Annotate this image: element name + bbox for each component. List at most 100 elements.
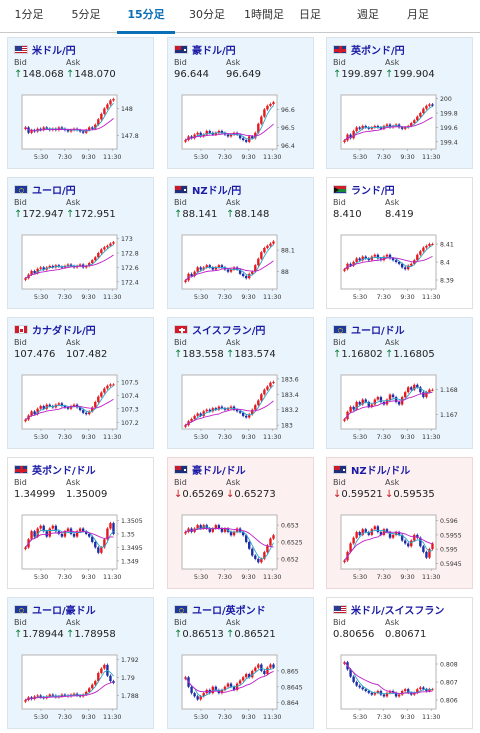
candle-body <box>106 528 109 540</box>
candle-body <box>388 124 392 128</box>
candle-body <box>66 264 70 266</box>
tab-3[interactable]: 15分足 <box>117 0 175 34</box>
pair-name-link[interactable]: 英ポンド/ドル <box>32 465 96 477</box>
chart-container[interactable]: 183.6 183.4 183.2 183 5:30 7:30 9:30 11:30 <box>174 369 309 448</box>
candle-body <box>376 691 380 693</box>
x-tick-label: 7:30 <box>218 433 232 441</box>
chart-container[interactable]: 148 147.8 5:30 7:30 9:30 11:30 <box>14 89 149 168</box>
candle-body <box>193 415 196 419</box>
candle-body <box>431 244 434 245</box>
tab-7[interactable]: 週足 <box>357 8 379 21</box>
candle-body <box>45 127 48 129</box>
candle-body <box>24 547 27 550</box>
rate-card[interactable]: NZドル/円 Bid Ask ↑88.141 ↑88.148 88.1 88 5:30 7:30… <box>167 177 314 309</box>
tab-6[interactable]: 日足 <box>299 8 321 21</box>
candle-body <box>251 548 254 556</box>
rate-card[interactable]: NZドル/ドル Bid Ask ↓0.59521 ↓0.59535 0.596 0.5955… <box>326 457 473 589</box>
ask-price: ↑148.070 <box>66 69 116 80</box>
rate-card[interactable]: 米ドル/円 Bid Ask ↑148.068 ↑148.070 148 147.8 5:30 7… <box>7 37 154 169</box>
chart-container[interactable]: 0.865 0.8645 0.864 5:30 7:30 9:30 11:30 <box>174 649 309 728</box>
rate-card[interactable]: ユーロ/ドル Bid Ask ↑1.16802 ↑1.16805 1.168 1.167 5:… <box>326 317 473 449</box>
chart-container[interactable]: 96.6 96.5 96.4 5:30 7:30 9:30 11:30 <box>174 89 309 168</box>
candle-body <box>364 529 367 533</box>
pair-name-link[interactable]: スイスフラン/円 <box>192 325 266 337</box>
candle-body <box>63 694 67 696</box>
candle-body <box>349 669 352 677</box>
candle-body <box>229 406 233 409</box>
tab-1[interactable]: 1分足 <box>14 8 44 21</box>
pair-name-link[interactable]: NZドル/ドル <box>351 465 411 477</box>
rate-card[interactable]: 英ポンド/円 Bid Ask ↑199.897 ↑199.904 200 199.8 199.… <box>326 37 473 169</box>
chart-container[interactable]: 1.792 1.79 1.788 5:30 7:30 9:30 11:30 <box>14 649 149 728</box>
bid-value: 183.558 <box>182 349 224 360</box>
rate-card[interactable]: 米ドル/スイスフラン Bid Ask 0.80656 0.80671 0.808 0.807… <box>326 597 473 729</box>
price-chart: 8.41 8.4 8.39 5:30 7:30 9:30 11:30 <box>340 234 454 301</box>
pair-name-link[interactable]: ランド/円 <box>351 185 395 197</box>
pair-name-link[interactable]: ユーロ/英ポンド <box>192 605 266 617</box>
arrow-up-icon: ↑ <box>333 69 342 80</box>
bid-label: Bid <box>174 478 187 487</box>
candle-body <box>106 245 109 248</box>
y-tick-label: 183.4 <box>281 392 299 399</box>
rate-card[interactable]: 豪ドル/ドル Bid Ask ↓0.65269 ↓0.65273 0.653 0.6525 0… <box>167 457 314 589</box>
candle-body <box>100 249 103 253</box>
x-tick-label: 9:30 <box>81 153 95 161</box>
pair-name-link[interactable]: ユーロ/豪ドル <box>32 605 96 617</box>
bid-value: 107.476 <box>14 349 56 360</box>
y-tick-label: 1.168 <box>440 387 458 394</box>
chart-container[interactable]: 0.808 0.807 0.806 5:30 7:30 9:30 11:30 <box>333 649 468 728</box>
candle-body <box>410 540 413 547</box>
x-tick-label: 5:30 <box>194 293 208 301</box>
x-tick-label: 11:30 <box>422 713 440 721</box>
rate-card[interactable]: 英ポンド/ドル Bid Ask 1.34999 1.35009 1.3505 1.35 1.3… <box>7 457 154 589</box>
candle-body <box>388 254 392 259</box>
chart-container[interactable]: 200 199.8 199.6 199.4 5:30 7:30 9:30 11:30 <box>333 89 468 168</box>
y-tick-label: 147.8 <box>121 133 139 140</box>
chart-container[interactable]: 88.1 88 5:30 7:30 9:30 11:30 <box>174 229 309 308</box>
rate-card[interactable]: ユーロ/豪ドル Bid Ask ↑1.78944 ↑1.78958 1.792 1.79 1.… <box>7 597 154 729</box>
ask-value: 107.482 <box>66 349 108 360</box>
candle-body <box>60 403 64 407</box>
ask-value: 148.070 <box>74 69 116 80</box>
y-tick-label: 107.4 <box>121 393 139 400</box>
pair-name-link[interactable]: NZドル/円 <box>192 185 242 197</box>
rate-card[interactable]: カナダドル/円 Bid Ask 107.476 107.482 107.5 107.4 107… <box>7 317 154 449</box>
chart-container[interactable]: 107.5 107.4 107.3 107.2 5:30 7:30 9:30 11:30 <box>14 369 149 448</box>
chart-container[interactable]: 173 172.8 172.6 172.4 5:30 7:30 9:30 11:30 <box>14 229 149 308</box>
pair-name-link[interactable]: 米ドル/円 <box>32 45 76 57</box>
pair-name-link[interactable]: ユーロ/円 <box>32 185 76 197</box>
candle-body <box>51 525 55 529</box>
rate-card[interactable]: 豪ドル/円 Bid Ask 96.644 96.649 96.6 96.5 96.4 5:30 7… <box>167 37 314 169</box>
chart-container[interactable]: 0.653 0.6525 0.652 5:30 7:30 9:30 11:30 <box>174 509 309 588</box>
pair-name-link[interactable]: カナダドル/円 <box>32 325 96 337</box>
tab-5[interactable]: 1時間足 <box>244 8 284 21</box>
candle-body <box>63 531 67 537</box>
y-tick-label: 148 <box>121 106 133 113</box>
chart-container[interactable]: 1.168 1.167 5:30 7:30 9:30 11:30 <box>333 369 468 448</box>
chart-container[interactable]: 8.41 8.4 8.39 5:30 7:30 9:30 11:30 <box>333 229 468 308</box>
tab-2[interactable]: 5分足 <box>71 8 101 21</box>
rate-card[interactable]: ランド/円 Bid Ask 8.410 8.419 8.41 8.4 8.39 5:30 7:30… <box>326 177 473 309</box>
tab-4[interactable]: 30分足 <box>189 8 225 21</box>
chart-container[interactable]: 1.3505 1.35 1.3495 1.349 5:30 7:30 9:30 11:30 <box>14 509 149 588</box>
candle-body <box>266 545 269 553</box>
pair-name-link[interactable]: 英ポンド/円 <box>351 45 405 57</box>
chart-container[interactable]: 0.596 0.5955 0.595 0.5945 5:30 7:30 9:30 11:30 <box>333 509 468 588</box>
candle-body <box>373 254 377 257</box>
candle-body <box>226 683 230 687</box>
y-tick-label: 183.6 <box>281 376 299 383</box>
bid-value: 0.59521 <box>341 489 383 500</box>
tab-8[interactable]: 月足 <box>407 8 429 21</box>
candle-body <box>24 700 27 702</box>
pair-name-link[interactable]: 豪ドル/円 <box>192 45 236 57</box>
pair-name-link[interactable]: 米ドル/スイスフラン <box>351 605 445 617</box>
price-chart: 1.792 1.79 1.788 5:30 7:30 9:30 11:30 <box>21 654 139 721</box>
rate-card[interactable]: ユーロ/円 Bid Ask ↑172.947 ↑172.951 173 172.8 172.6… <box>7 177 154 309</box>
ma-long-line <box>344 531 433 561</box>
rate-card[interactable]: ユーロ/英ポンド Bid Ask ↑0.86513 ↑0.86521 0.865 0.864… <box>167 597 314 729</box>
candle-body <box>208 265 211 268</box>
pair-name-link[interactable]: 豪ドル/ドル <box>192 465 246 477</box>
pair-name-link[interactable]: ユーロ/ドル <box>351 325 405 337</box>
x-tick-label: 7:30 <box>218 153 232 161</box>
rate-card[interactable]: スイスフラン/円 Bid Ask ↑183.558 ↑183.574 183.6 183.4… <box>167 317 314 449</box>
